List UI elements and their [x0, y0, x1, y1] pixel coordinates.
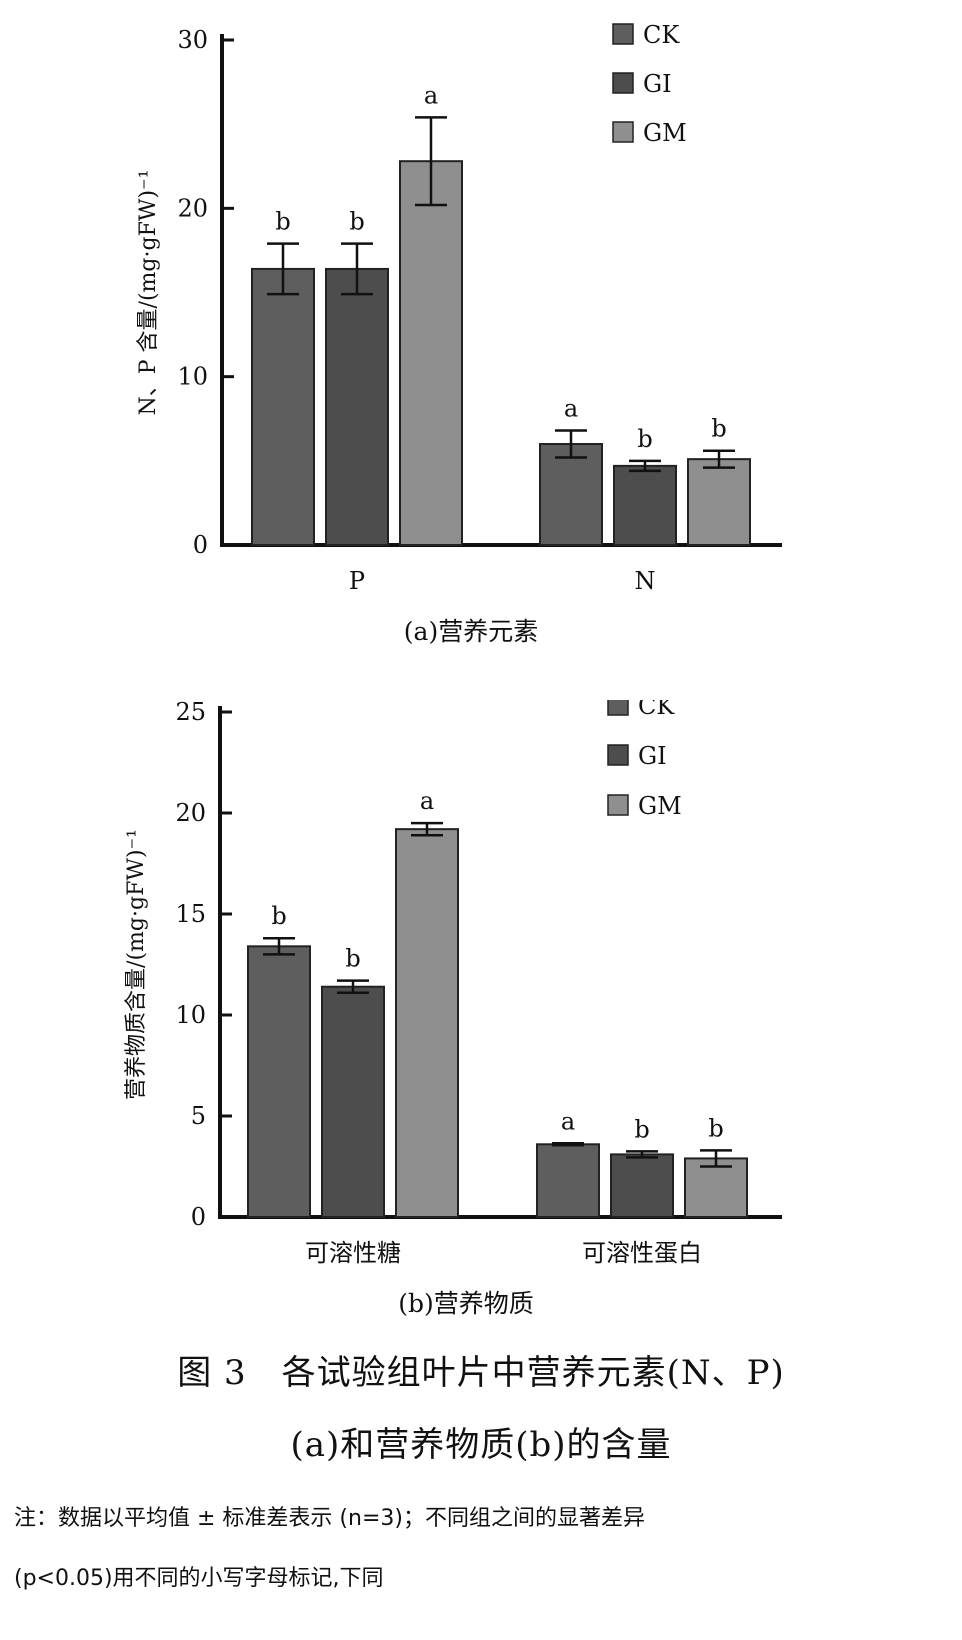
chart1-significance-letter: b	[711, 415, 726, 443]
chart-b: 0 5 10 15 20 25 营养物质含量/(mg·gFW)⁻¹ b b a 可溶性糖 a b b 可溶性…	[124, 700, 782, 1318]
chart2-legend-swatch	[607, 700, 629, 716]
chart2-y-tick-label: 10	[175, 1001, 206, 1029]
chart2-y-tick-label: 15	[175, 900, 206, 928]
chart2-significance-letter: b	[634, 1115, 649, 1143]
chart-a: 0 10 20 30 N、P 含量/(mg·gFW)⁻¹ b b a Pa b b N CK GI GM (a…	[136, 21, 782, 646]
figure-caption-line1: 图 3 各试验组叶片中营养元素(N、P)	[177, 1353, 785, 1393]
chart2-significance-letter: a	[561, 1107, 575, 1135]
chart1-significance-letter: a	[424, 81, 438, 109]
chart2-significance-letter: b	[345, 945, 360, 973]
chart2-y-tick-label: 20	[175, 799, 206, 827]
chart1-significance-letter: b	[349, 208, 364, 236]
figure-note-line1: 注：数据以平均值 ± 标准差表示 (n=3)；不同组之间的显著差异	[14, 1506, 645, 1531]
chart1-y-axis-label: N、P 含量/(mg·gFW)⁻¹	[136, 170, 161, 416]
chart1-bar-ck	[251, 267, 315, 546]
chart1-bar-gm	[399, 160, 463, 546]
chart2-legend-label: GI	[638, 742, 667, 770]
chart1-significance-letter: a	[564, 395, 578, 423]
chart2-bar-gi	[321, 985, 385, 1218]
chart2-legend-swatch	[607, 744, 629, 766]
chart1-legend-swatch	[612, 23, 634, 45]
chart1-legend-swatch	[612, 121, 634, 143]
chart1-y-tick-label: 10	[177, 363, 208, 391]
chart2-bar-gm	[395, 828, 459, 1218]
chart2-y-tick-label: 5	[191, 1102, 206, 1130]
chart1-bar-ck	[539, 443, 603, 546]
chart2-significance-letter: b	[271, 902, 286, 930]
chart1-legend-swatch	[612, 72, 634, 94]
chart1-category-label: P	[349, 567, 365, 595]
chart1-legend-label: GM	[643, 119, 687, 147]
chart1-subcaption: (a)营养元素	[404, 617, 538, 646]
chart1-significance-letter: b	[275, 208, 290, 236]
chart2-bar-ck	[247, 945, 311, 1218]
chart2-y-tick-label: 0	[191, 1203, 206, 1231]
chart2-subcaption: (b)营养物质	[398, 1289, 534, 1318]
chart1-y-tick-label: 0	[193, 531, 208, 559]
chart2-significance-letter: b	[708, 1114, 723, 1142]
chart2-legend-label: CK	[638, 700, 675, 720]
chart2-y-axis-label: 营养物质含量/(mg·gFW)⁻¹	[124, 829, 149, 1100]
chart2-bar-gi	[610, 1153, 674, 1219]
chart2-category-label: 可溶性糖	[305, 1239, 401, 1267]
chart1-significance-letter: b	[637, 425, 652, 453]
chart2-bar-ck	[536, 1143, 600, 1218]
chart2-bar-gm	[684, 1157, 748, 1219]
chart2-y-tick-label: 25	[175, 700, 206, 726]
chart2-significance-letter: a	[420, 787, 434, 815]
chart1-bar-gm	[687, 458, 751, 546]
chart1-y-tick-label: 20	[177, 194, 208, 222]
chart1-category-label: N	[635, 567, 656, 595]
figure-caption-line2: (a)和营养物质(b)的含量	[290, 1425, 672, 1465]
chart2-legend-swatch	[607, 794, 629, 816]
chart1-legend-label: GI	[643, 70, 672, 98]
chart1-legend-label: CK	[643, 21, 680, 49]
chart1-bar-gi	[613, 464, 677, 546]
chart2-category-label: 可溶性蛋白	[582, 1239, 702, 1267]
chart2-legend-label: GM	[638, 792, 682, 820]
figure-note-line2: (p<0.05)用不同的小写字母标记,下同	[14, 1566, 384, 1591]
chart1-y-tick-label: 30	[177, 26, 208, 54]
chart1-bar-gi	[325, 267, 389, 546]
